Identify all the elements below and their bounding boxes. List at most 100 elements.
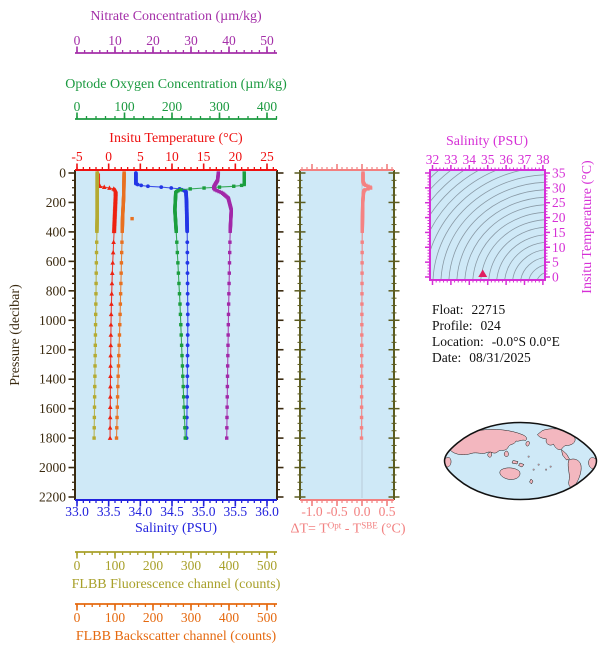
world-map	[443, 421, 598, 501]
tick-label: 10	[552, 240, 566, 255]
tick-label: 15	[552, 225, 566, 240]
profile-value: 024	[480, 318, 501, 333]
tick-label: 0.5	[379, 504, 396, 519]
date-line: Date: 08/31/2025	[432, 350, 531, 366]
tick-label: 34.5	[160, 504, 184, 519]
delta-t-title-mid: - T	[341, 521, 362, 537]
delta-t-curve	[359, 171, 373, 440]
tick-label: 36.0	[255, 504, 279, 519]
tick-label: 1600	[39, 401, 66, 416]
tick-label: 100	[105, 610, 126, 625]
tick-label: 38	[536, 152, 550, 167]
tick-label: -1.0	[301, 504, 323, 519]
ts-float-marker	[478, 269, 488, 277]
pressure-axis-title: Pressure (decibar)	[8, 284, 23, 386]
tick-label: 5	[552, 255, 559, 270]
tick-label: 35.0	[192, 504, 216, 519]
tick-label: 1000	[39, 313, 66, 328]
tick-label: 0	[105, 149, 112, 164]
profile-curves	[92, 171, 246, 440]
profile-fluorescence	[92, 171, 99, 440]
delta-t-plot: -1.0 -0.5 0.0 0.5	[294, 164, 400, 519]
tick-label: 34	[463, 152, 477, 167]
profile-id-line: Profile: 024	[432, 318, 501, 334]
tick-label: 400	[219, 558, 240, 573]
main-profile-plot: 0200400600800100012001400160018002000220…	[39, 33, 284, 625]
temperature-axis-title: Insitu Temperature (°C)	[109, 131, 243, 146]
date-label: Date:	[432, 350, 462, 365]
tick-label: 300	[209, 99, 230, 114]
tick-label: 300	[181, 610, 202, 625]
tick-label: -0.5	[326, 504, 348, 519]
tick-label: 0	[59, 166, 66, 181]
tick-label: 200	[143, 558, 164, 573]
fluorescence-axis-title: FLBB Fluorescence channel (counts)	[71, 577, 281, 592]
tick-label: 37	[518, 152, 532, 167]
tick-label: 5	[137, 149, 144, 164]
tick-label: 0	[74, 99, 81, 114]
tick-label: 1800	[39, 431, 66, 446]
tick-label: 25	[552, 195, 566, 210]
tick-label: 1400	[39, 372, 66, 387]
tick-label: 500	[257, 558, 278, 573]
tick-label: 0	[74, 33, 81, 48]
tick-label: 33.0	[65, 504, 89, 519]
tick-label: 200	[143, 610, 164, 625]
tick-label: 200	[46, 195, 67, 210]
tick-label: 33	[444, 152, 458, 167]
tick-label: 200	[162, 99, 183, 114]
tick-label: 0	[552, 270, 559, 285]
tick-label: 100	[114, 99, 135, 114]
profile-backscatter	[114, 171, 134, 440]
profile-nitrate	[211, 171, 233, 440]
tick-label: 100	[105, 558, 126, 573]
tick-label: 400	[46, 224, 67, 239]
profile-oxygen	[173, 171, 246, 440]
tick-label: 0.0	[354, 504, 371, 519]
tick-label: 35	[552, 166, 566, 181]
tick-label: 36	[499, 152, 513, 167]
tick-label: 600	[46, 254, 67, 269]
ts-salinity-axis-title: Salinity (PSU)	[445, 134, 529, 149]
tick-label: 20	[552, 210, 566, 225]
tick-label: 400	[219, 610, 240, 625]
tick-label: 400	[257, 99, 278, 114]
tick-label: 800	[46, 283, 67, 298]
tick-label: 35.5	[224, 504, 248, 519]
map-outline	[443, 421, 598, 501]
profile-label: Profile:	[432, 318, 473, 333]
float-id-line: Float: 22715	[432, 302, 505, 318]
ts-temperature-axis-title: Insitu Temperature (°C)	[580, 160, 595, 294]
location-value: -0.0°S 0.0°E	[491, 334, 560, 349]
float-label: Float:	[432, 302, 464, 317]
backscatter-axis-title: FLBB Backscatter channel (counts)	[75, 629, 277, 644]
location-label: Location:	[432, 334, 484, 349]
tick-label: 32	[426, 152, 440, 167]
delta-t-axis-title: ΔT= TOpt - TSBE (°C)	[291, 521, 406, 538]
tick-label: 30	[552, 180, 566, 195]
tick-label: 20	[229, 149, 243, 164]
tick-label: 25	[260, 149, 274, 164]
tick-label: 15	[197, 149, 211, 164]
oxygen-axis-title: Optode Oxygen Concentration (µm/kg)	[65, 77, 287, 92]
tick-label: 500	[257, 610, 278, 625]
tick-label: -5	[71, 149, 82, 164]
tick-label: 50	[260, 33, 274, 48]
tick-label: 20	[146, 33, 160, 48]
tick-label: 10	[108, 33, 122, 48]
tick-label: 35	[481, 152, 495, 167]
delta-t-title-sup-sbe: SBE	[361, 520, 378, 531]
tick-label: 300	[181, 558, 202, 573]
tick-label: 0	[74, 610, 81, 625]
delta-t-title-sup-opt: Opt	[327, 520, 342, 531]
tick-label: 34.0	[129, 504, 153, 519]
tick-label: 40	[222, 33, 236, 48]
delta-t-title-suffix: (°C)	[377, 521, 406, 537]
tick-label: 1200	[39, 342, 66, 357]
tick-label: 33.5	[97, 504, 121, 519]
delta-t-title-prefix: ΔT= T	[290, 521, 328, 537]
tick-label: 0	[74, 558, 81, 573]
date-value: 08/31/2025	[469, 350, 531, 365]
